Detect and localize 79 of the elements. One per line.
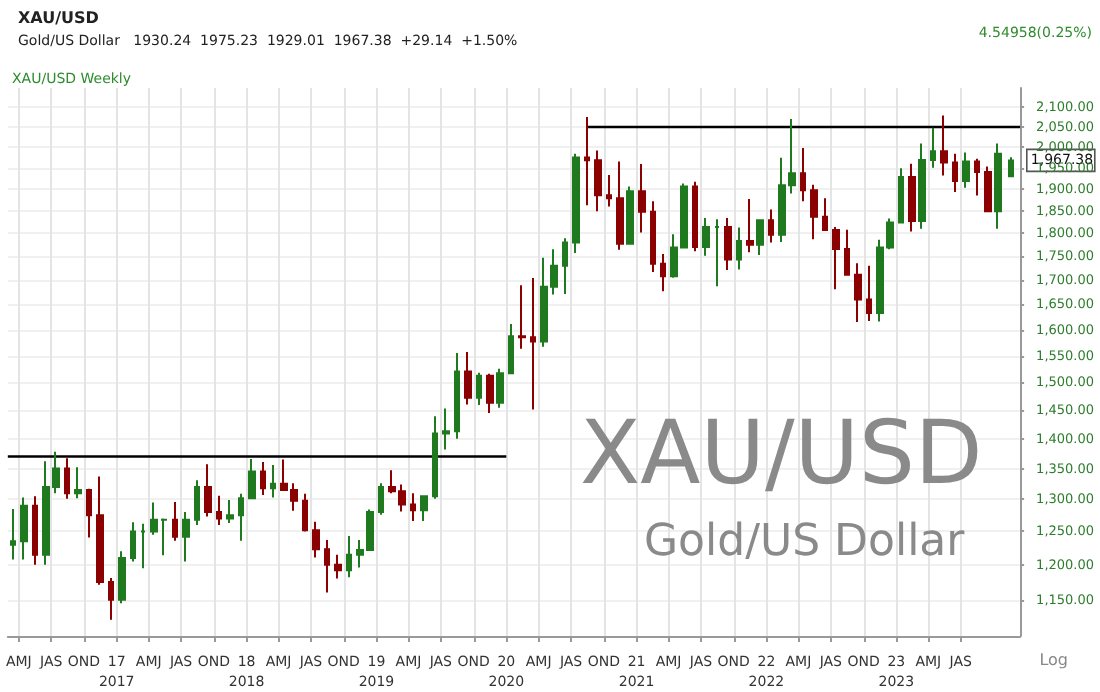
- candlestick: [650, 200, 656, 273]
- candlestick: [270, 463, 276, 499]
- candlestick: [442, 407, 450, 451]
- candlestick: [692, 180, 698, 253]
- candlestick: [854, 262, 862, 323]
- candlestick: [984, 165, 992, 213]
- candlestick: [962, 151, 970, 189]
- candlestick: [756, 218, 764, 256]
- candlestick: [226, 499, 234, 525]
- candlestick: [660, 253, 666, 293]
- candlestick: [108, 576, 114, 621]
- candlestick: [140, 522, 146, 570]
- candlestick: [832, 225, 840, 291]
- candlestick: [324, 539, 330, 594]
- candlestick: [464, 350, 472, 406]
- candlestick: [594, 149, 602, 213]
- candlestick: [476, 371, 482, 407]
- chart-title: XAU/USD: [18, 9, 100, 27]
- candlestick: [1008, 156, 1014, 178]
- candlestick: [572, 152, 580, 255]
- candlestick: [216, 494, 222, 526]
- candlestick: [194, 479, 200, 526]
- candlestick: [518, 284, 526, 350]
- candlestick: [410, 492, 416, 523]
- candlestick: [952, 152, 958, 194]
- candlestick: [994, 142, 1002, 230]
- candlestick: [74, 466, 82, 500]
- candlestick: [238, 492, 244, 542]
- candlestick: [334, 553, 342, 580]
- candlestick: [248, 457, 256, 500]
- text: Log: [1039, 651, 1069, 669]
- candlestick: [918, 142, 926, 230]
- candlestick: [378, 482, 384, 516]
- candlestick: [562, 237, 568, 296]
- candlestick: [702, 216, 710, 257]
- candlestick: [866, 264, 872, 322]
- candlestick: [974, 157, 980, 197]
- candlestick: [346, 535, 352, 579]
- candlestick: [626, 185, 634, 246]
- candlestick: [638, 163, 646, 234]
- candlestick: [86, 487, 92, 539]
- candlestick: [64, 457, 70, 500]
- candlestick: [584, 116, 590, 207]
- candlestick: [32, 495, 38, 566]
- candlestick: [432, 415, 438, 500]
- candlestick: [822, 197, 828, 233]
- candlestick: [420, 494, 428, 523]
- candlestick: [908, 162, 916, 233]
- candlestick: [496, 367, 504, 409]
- candlestick: [714, 218, 720, 288]
- candlestick: [800, 146, 806, 203]
- candlestick: [204, 463, 212, 518]
- candlestick: [768, 208, 774, 244]
- candlestick: [10, 507, 16, 561]
- candlestick: [930, 126, 936, 169]
- candlestick: [616, 160, 624, 251]
- candlestick: [736, 226, 742, 271]
- candlestick: [130, 521, 136, 563]
- candlestick: [606, 174, 612, 208]
- candlestick: [454, 351, 460, 440]
- candlestick: [172, 500, 178, 542]
- candlestick: [746, 198, 754, 254]
- candlestick: [20, 496, 28, 561]
- candlestick: [530, 277, 536, 411]
- candlestick: [810, 183, 818, 241]
- candlestick: [260, 460, 266, 497]
- candlestick: [118, 550, 126, 605]
- candlestick: [312, 520, 320, 559]
- candlestick: [940, 114, 948, 177]
- candlestick: [302, 492, 308, 533]
- annotation: Gold/US Dollar: [644, 517, 967, 567]
- candlestick: [844, 228, 850, 276]
- candlestick: [96, 475, 104, 586]
- candlestick: [508, 323, 514, 375]
- annotation: XAU/USD: [580, 403, 983, 505]
- candlestick: [724, 216, 732, 271]
- candlestick: [182, 511, 190, 563]
- candlestick: [898, 167, 904, 224]
- candlestick: [486, 372, 494, 414]
